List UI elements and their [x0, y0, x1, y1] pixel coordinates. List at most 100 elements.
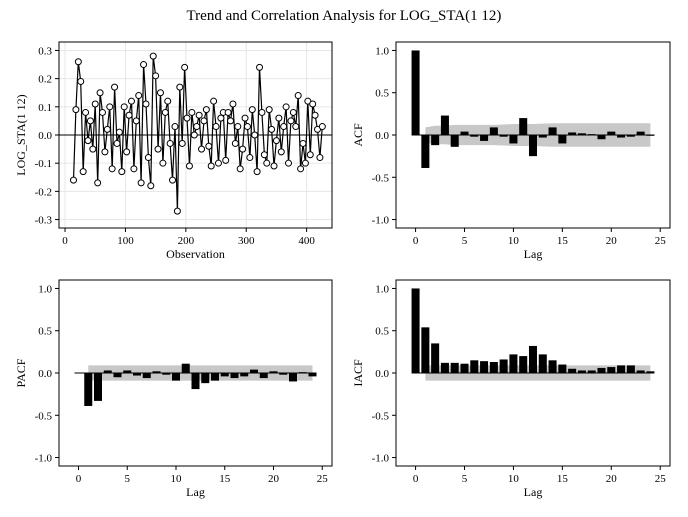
- acf-bar: [577, 133, 586, 135]
- y-tick-label: 0.1: [38, 102, 52, 114]
- series-x-axis-label: Observation: [166, 247, 225, 261]
- data-point: [311, 111, 319, 119]
- data-point: [94, 179, 102, 187]
- data-point: [137, 179, 145, 187]
- iacf-y-axis-label: IACF: [351, 359, 365, 387]
- data-point: [229, 100, 237, 108]
- pacf-bar: [84, 373, 93, 406]
- data-point: [118, 168, 126, 176]
- iacf-bar: [538, 354, 547, 373]
- data-point: [282, 103, 290, 111]
- acf-bar: [489, 127, 498, 135]
- iacf-bar: [509, 354, 518, 373]
- data-point: [258, 108, 266, 116]
- x-tick-label: 5: [125, 473, 131, 485]
- pacf-bar: [113, 373, 122, 378]
- data-point: [263, 159, 271, 167]
- data-point: [111, 83, 119, 91]
- pacf-bar: [181, 363, 190, 373]
- pacf-bar: [142, 373, 151, 379]
- x-tick-label: 20: [268, 473, 280, 485]
- data-point: [253, 168, 261, 176]
- y-tick-label: -0.2: [35, 186, 52, 198]
- pacf-bar: [133, 373, 141, 376]
- data-point: [171, 123, 179, 131]
- data-point: [74, 58, 82, 66]
- data-point: [316, 154, 324, 162]
- data-point: [79, 168, 87, 176]
- data-point: [260, 151, 268, 159]
- iacf-bar: [607, 367, 616, 373]
- data-point: [161, 108, 169, 116]
- data-point: [294, 92, 302, 100]
- data-point: [277, 148, 285, 156]
- pacf-bar: [250, 369, 258, 373]
- data-point: [222, 156, 230, 164]
- x-tick-label: 20: [606, 473, 618, 485]
- acf-bar: [538, 135, 547, 138]
- pacf-bar: [162, 373, 171, 375]
- iacf-bar: [617, 365, 626, 373]
- data-point: [84, 137, 92, 145]
- iacf-bar: [597, 367, 606, 373]
- data-point: [108, 165, 116, 173]
- data-point: [159, 159, 167, 167]
- acf-bar: [528, 135, 538, 157]
- x-tick-label: 25: [655, 235, 667, 247]
- data-point: [69, 176, 77, 184]
- data-point: [318, 123, 326, 131]
- data-point: [236, 165, 244, 173]
- acf-bar: [499, 135, 508, 137]
- acf-bar: [411, 50, 420, 135]
- y-tick-label: 0.0: [375, 368, 389, 380]
- data-point: [181, 63, 189, 71]
- pacf-bar: [289, 373, 297, 382]
- acf-bar: [626, 135, 635, 137]
- iacf-bar: [548, 360, 557, 373]
- acf-panel: 0 5 10 15 20 25 -1.0 -0.5 0.0 0.5 1.0 Lag ACF: [351, 41, 671, 261]
- y-tick-label: -1.0: [372, 215, 390, 227]
- acf-bar: [636, 131, 645, 135]
- y-tick-label: -0.5: [372, 410, 390, 422]
- data-point: [152, 72, 160, 80]
- iacf-bar: [587, 370, 596, 373]
- acf-bar: [421, 135, 430, 168]
- pacf-bar: [123, 370, 132, 373]
- data-point: [248, 106, 256, 114]
- x-tick-label: 10: [508, 235, 520, 247]
- data-point: [130, 165, 138, 173]
- pacf-y-axis-label: PACF: [14, 358, 28, 387]
- acf-bar: [509, 135, 518, 144]
- data-point: [243, 123, 251, 131]
- data-point: [214, 159, 222, 167]
- data-point: [268, 125, 276, 133]
- x-tick-label: 25: [317, 473, 329, 485]
- y-tick-label: 1.0: [38, 283, 52, 295]
- y-tick-label: 0.5: [375, 326, 389, 338]
- iacf-bar: [499, 359, 508, 373]
- series-panel: 0 100 200 300 400 -0.3 -0.2 -0.1 0.0 0.1 0.2 0.3 Obs…: [14, 41, 333, 261]
- data-point: [183, 114, 191, 122]
- iacf-bar: [528, 345, 538, 373]
- data-point: [178, 139, 186, 147]
- x-tick-label: 0: [76, 473, 82, 485]
- pacf-bar: [103, 370, 112, 373]
- y-tick-label: -0.5: [35, 410, 53, 422]
- x-tick-label: 300: [238, 235, 255, 247]
- data-point: [125, 111, 133, 119]
- iacf-bar: [480, 361, 489, 373]
- acf-bar: [558, 135, 567, 144]
- x-tick-label: 15: [557, 235, 569, 247]
- iacf-bar: [440, 362, 449, 373]
- iacf-bar: [577, 370, 586, 373]
- acf-bar: [597, 135, 606, 140]
- pacf-bar: [172, 373, 180, 381]
- x-tick-label: 10: [171, 473, 183, 485]
- acf-bar: [617, 135, 626, 138]
- x-tick-label: 0: [413, 235, 419, 247]
- y-tick-label: 1.0: [375, 45, 389, 57]
- data-point: [251, 131, 259, 139]
- data-point: [195, 111, 203, 119]
- data-point: [301, 159, 309, 167]
